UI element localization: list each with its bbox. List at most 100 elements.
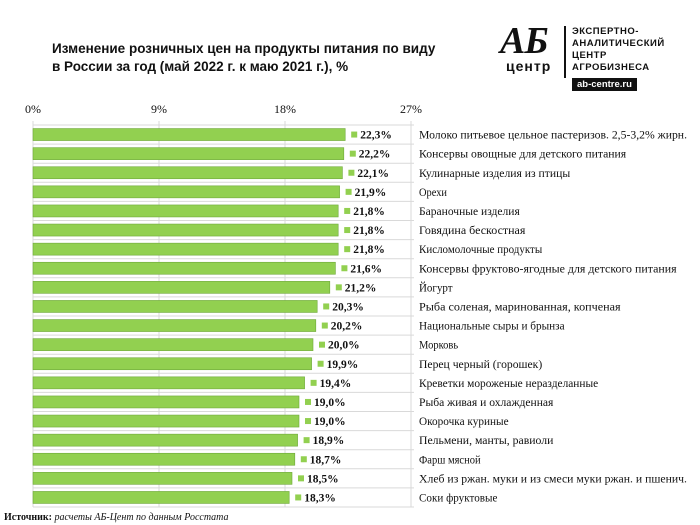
data-label-0: 22,3% [360, 130, 392, 142]
data-label-marker-16 [303, 437, 310, 444]
data-label-marker-17 [300, 456, 307, 463]
logo-desc-line-3: ЦЕНТР [572, 50, 607, 61]
data-label-7: 21,6% [350, 263, 382, 275]
data-label-3: 21,9% [355, 187, 387, 199]
category-label-1: Консервы овощные для детского питания [419, 149, 627, 161]
category-label-13: Креветки мороженые неразделанные [419, 378, 598, 390]
data-label-10: 20,2% [331, 321, 363, 333]
bar-15 [32, 414, 300, 428]
category-label-12: Перец черный (горошек) [419, 359, 542, 371]
category-label-16: Пельмени, манты, равиоли [419, 435, 553, 447]
logo-centr-text: центр [506, 58, 552, 74]
data-label-16: 18,9% [313, 435, 345, 447]
data-label-1: 22,2% [359, 149, 391, 161]
data-label-19: 18,3% [304, 492, 336, 504]
logo-description: ЭКСПЕРТНО- АНАЛИТИЧЕСКИЙ ЦЕНТР АГРОБИЗНЕ… [572, 26, 665, 74]
data-label-marker-3 [345, 188, 352, 195]
chart-title-line-2: в России за год (май 2022 г. к маю 2021 … [52, 59, 349, 74]
logo-desc-line-1: ЭКСПЕРТНО- [572, 26, 639, 37]
data-label-marker-10 [321, 322, 328, 329]
data-label-marker-4 [344, 207, 351, 214]
data-label-marker-1 [349, 150, 356, 157]
logo-desc-line-2: АНАЛИТИЧЕСКИЙ [572, 38, 665, 49]
x-tick-label-3: 27% [400, 102, 422, 116]
category-label-18: Хлеб из ржан. муки и из смеси муки ржан.… [419, 473, 687, 485]
category-label-19: Соки фруктовые [419, 492, 497, 504]
bar-11 [32, 338, 314, 351]
data-label-marker-0 [351, 131, 358, 138]
logo-site-url: ab-centre.ru [572, 78, 637, 91]
category-label-11: Морковь [419, 340, 458, 352]
data-label-marker-7 [341, 265, 348, 272]
data-label-15: 19,0% [314, 416, 346, 428]
x-tick-label-0: 0% [25, 102, 41, 116]
bar-14 [32, 395, 300, 409]
bar-4 [32, 204, 339, 218]
data-label-marker-9 [323, 303, 330, 310]
source-label: Источник: [4, 512, 52, 523]
category-label-15: Окорочка куриные [419, 416, 509, 428]
data-label-marker-11 [319, 341, 325, 348]
data-label-13: 19,4% [320, 378, 352, 390]
data-label-marker-13 [310, 379, 317, 386]
data-label-marker-6 [344, 246, 351, 253]
bar-9 [32, 300, 318, 313]
data-label-9: 20,3% [332, 301, 364, 313]
ab-centre-logo: АБ центр ЭКСПЕРТНО- АНАЛИТИЧЕСКИЙ ЦЕНТР … [500, 20, 692, 91]
data-label-4: 21,8% [353, 206, 385, 218]
category-label-6: Кисломолочные продукты [419, 244, 542, 256]
source-text: расчеты АБ-Цент по данным Росстата [52, 512, 229, 523]
source-note: Источник: расчеты АБ-Цент по данным Росс… [4, 512, 229, 523]
bar-0 [32, 128, 346, 141]
category-label-7: Консервы фруктово-ягодные для детского п… [419, 263, 677, 275]
category-label-10: Национальные сыры и брынза [419, 321, 565, 333]
data-label-marker-2 [348, 169, 355, 176]
data-label-marker-18 [298, 475, 304, 482]
category-label-8: Йогурт [419, 280, 453, 294]
data-label-marker-19 [295, 494, 302, 501]
data-label-marker-5 [344, 227, 351, 234]
bar-3 [32, 185, 340, 199]
category-label-2: Кулинарные изделия из птицы [419, 168, 570, 180]
bar-17 [32, 452, 296, 466]
x-tick-label-1: 9% [151, 102, 167, 116]
bar-13 [32, 376, 305, 390]
data-label-6: 21,8% [353, 244, 385, 256]
data-label-11: 20,0% [328, 340, 360, 352]
data-label-marker-8 [335, 284, 342, 291]
bar-5 [32, 223, 339, 237]
logo-desc-line-4: АГРОБИЗНЕСА [572, 62, 650, 73]
bar-16 [32, 433, 298, 447]
data-label-marker-15 [305, 418, 311, 425]
bar-7 [32, 261, 336, 275]
data-label-17: 18,7% [310, 454, 342, 466]
category-label-5: Говядина бескостная [419, 225, 526, 237]
bar-1 [32, 147, 345, 160]
category-label-9: Рыба соленая, маринованная, копченая [419, 301, 621, 313]
logo-divider [564, 26, 566, 78]
data-label-14: 19,0% [314, 397, 346, 409]
chart-title: Изменение розничных цен на продукты пита… [52, 40, 462, 76]
bar-2 [32, 166, 343, 180]
category-label-14: Рыба живая и охлажденная [419, 397, 554, 409]
bar-10 [32, 319, 317, 332]
data-label-18: 18,5% [307, 473, 339, 485]
category-label-3: Орехи [419, 187, 447, 199]
bar-8 [32, 281, 331, 294]
bar-6 [32, 242, 339, 256]
category-label-0: Молоко питьевое цельное пастеризов. 2,5-… [419, 130, 687, 142]
data-label-2: 22,1% [357, 168, 389, 180]
category-label-4: Бараночные изделия [419, 206, 520, 218]
chart-title-line-1: Изменение розничных цен на продукты пита… [52, 41, 436, 56]
bar-18 [32, 472, 293, 485]
bar-19 [32, 491, 290, 504]
data-label-12: 19,9% [327, 359, 359, 371]
bar-12 [32, 357, 312, 371]
data-label-marker-14 [305, 398, 311, 405]
category-label-17: Фарш мясной [419, 454, 481, 466]
logo-ab-mark: АБ [500, 20, 548, 62]
x-tick-label-2: 18% [274, 102, 296, 116]
data-label-8: 21,2% [345, 282, 377, 294]
data-label-5: 21,8% [353, 225, 385, 237]
